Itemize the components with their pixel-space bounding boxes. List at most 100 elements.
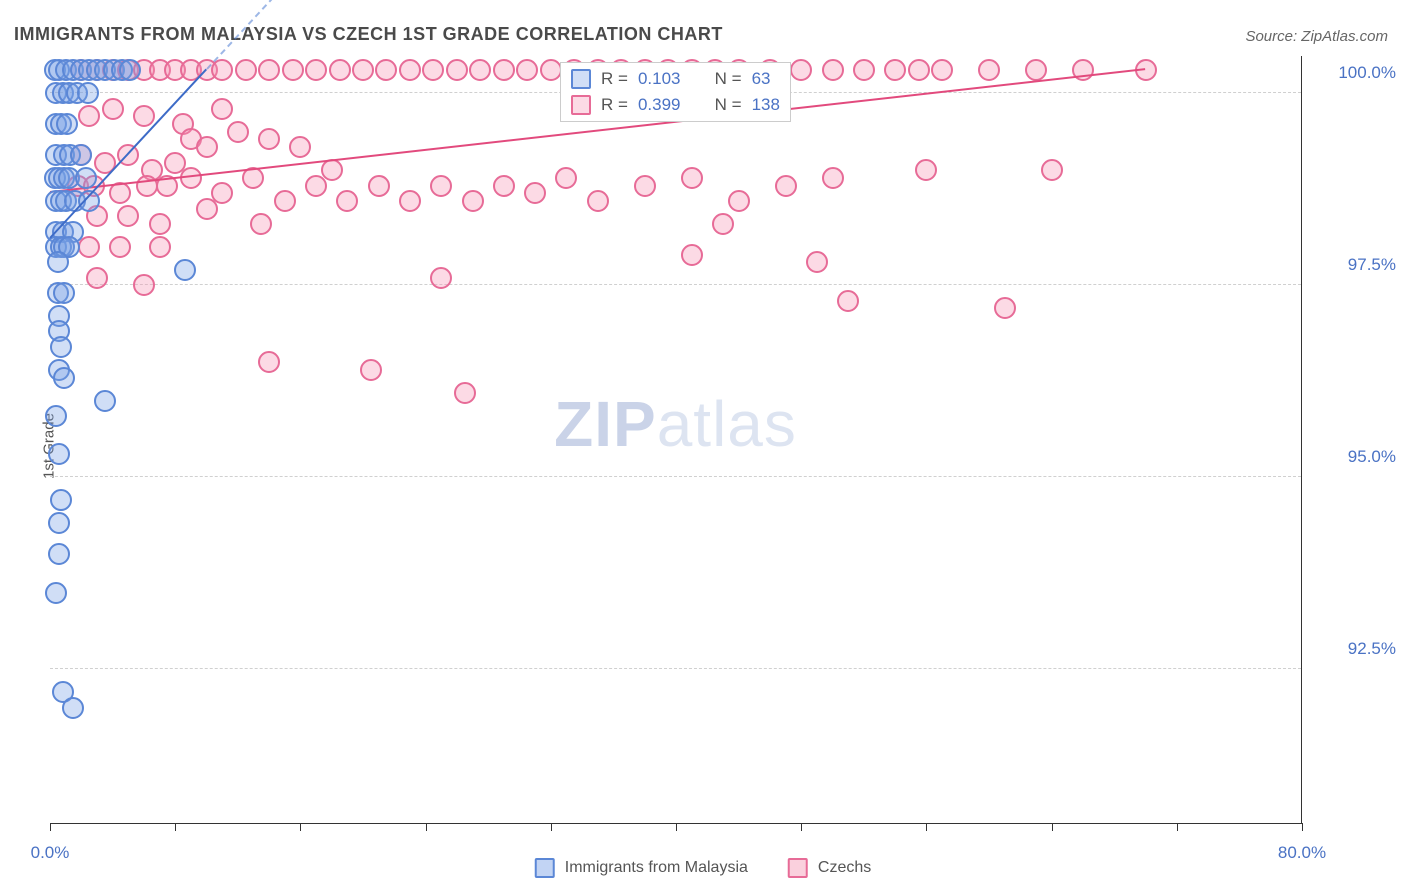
stat-row-malaysia: R = 0.103 N = 63 (571, 69, 780, 89)
scatter-point-malaysia (119, 59, 141, 81)
scatter-point-malaysia (53, 282, 75, 304)
y-tick-label: 97.5% (1311, 255, 1396, 275)
scatter-point-malaysia (48, 443, 70, 465)
x-tick (300, 823, 301, 831)
x-tick-label: 0.0% (31, 843, 70, 863)
scatter-point-malaysia (50, 336, 72, 358)
scatter-point-czech (336, 190, 358, 212)
scatter-point-czech (282, 59, 304, 81)
scatter-point-czech (822, 59, 844, 81)
scatter-point-czech (493, 59, 515, 81)
scatter-point-czech (305, 59, 327, 81)
legend-swatch-czech (788, 858, 808, 878)
scatter-point-czech (853, 59, 875, 81)
source-attribution: Source: ZipAtlas.com (1245, 28, 1388, 45)
scatter-point-czech (493, 175, 515, 197)
scatter-point-czech (454, 382, 476, 404)
scatter-point-czech (258, 59, 280, 81)
scatter-point-czech (102, 98, 124, 120)
scatter-point-malaysia (174, 259, 196, 281)
chart-title: IMMIGRANTS FROM MALAYSIA VS CZECH 1ST GR… (14, 24, 723, 45)
scatter-point-czech (329, 59, 351, 81)
gridline (50, 476, 1301, 477)
scatter-point-czech (822, 167, 844, 189)
x-tick (426, 823, 427, 831)
x-tick (676, 823, 677, 831)
scatter-point-malaysia (47, 251, 69, 273)
scatter-point-czech (587, 190, 609, 212)
scatter-point-czech (399, 59, 421, 81)
scatter-point-czech (352, 59, 374, 81)
scatter-point-malaysia (62, 697, 84, 719)
scatter-point-czech (915, 159, 937, 181)
scatter-point-czech (109, 236, 131, 258)
scatter-point-czech (227, 121, 249, 143)
scatter-point-czech (149, 236, 171, 258)
scatter-point-czech (211, 59, 233, 81)
scatter-point-czech (250, 213, 272, 235)
x-tick (1302, 823, 1303, 831)
scatter-point-czech (634, 175, 656, 197)
x-tick (1052, 823, 1053, 831)
scatter-point-malaysia (45, 582, 67, 604)
watermark: ZIPatlas (554, 387, 797, 461)
scatter-point-czech (136, 175, 158, 197)
scatter-point-malaysia (56, 113, 78, 135)
gridline (50, 668, 1301, 669)
gridline (50, 284, 1301, 285)
scatter-point-czech (524, 182, 546, 204)
scatter-point-czech (540, 59, 562, 81)
scatter-point-czech (931, 59, 953, 81)
y-tick-label: 92.5% (1311, 639, 1396, 659)
stat-r-label: R = (601, 95, 628, 115)
x-tick-label: 80.0% (1278, 843, 1326, 863)
scatter-point-czech (399, 190, 421, 212)
legend-swatch-malaysia (535, 858, 555, 878)
bottom-legend: Immigrants from Malaysia Czechs (535, 858, 872, 878)
scatter-point-czech (117, 205, 139, 227)
scatter-point-czech (884, 59, 906, 81)
scatter-point-malaysia (45, 405, 67, 427)
scatter-point-czech (446, 59, 468, 81)
stat-n-value-malaysia: 63 (752, 69, 771, 89)
scatter-point-czech (516, 59, 538, 81)
stat-r-label: R = (601, 69, 628, 89)
scatter-point-czech (196, 136, 218, 158)
scatter-point-czech (305, 175, 327, 197)
scatter-point-czech (728, 190, 750, 212)
scatter-point-czech (235, 59, 257, 81)
correlation-stat-box: R = 0.103 N = 63R = 0.399 N = 138 (560, 62, 791, 122)
scatter-point-czech (555, 167, 577, 189)
y-tick-label: 100.0% (1311, 63, 1396, 83)
scatter-point-malaysia (53, 367, 75, 389)
scatter-point-czech (368, 175, 390, 197)
scatter-point-czech (289, 136, 311, 158)
scatter-point-czech (430, 175, 452, 197)
scatter-point-czech (422, 59, 444, 81)
scatter-point-czech (837, 290, 859, 312)
scatter-point-czech (375, 59, 397, 81)
scatter-point-czech (775, 175, 797, 197)
scatter-point-czech (258, 351, 280, 373)
scatter-point-czech (133, 274, 155, 296)
scatter-point-czech (258, 128, 280, 150)
scatter-point-czech (196, 198, 218, 220)
stat-n-label: N = (715, 69, 742, 89)
scatter-point-malaysia (70, 144, 92, 166)
x-tick (175, 823, 176, 831)
x-tick (50, 823, 51, 831)
stat-swatch-czech (571, 95, 591, 115)
stat-n-value-czech: 138 (752, 95, 780, 115)
scatter-point-czech (681, 167, 703, 189)
scatter-point-czech (469, 59, 491, 81)
legend-item-malaysia: Immigrants from Malaysia (535, 858, 748, 878)
scatter-point-czech (681, 244, 703, 266)
scatter-point-czech (908, 59, 930, 81)
scatter-point-czech (1041, 159, 1063, 181)
scatter-point-czech (462, 190, 484, 212)
scatter-point-malaysia (48, 543, 70, 565)
x-tick (1177, 823, 1178, 831)
scatter-point-czech (1072, 59, 1094, 81)
legend-item-czech: Czechs (788, 858, 871, 878)
scatter-point-malaysia (77, 82, 99, 104)
